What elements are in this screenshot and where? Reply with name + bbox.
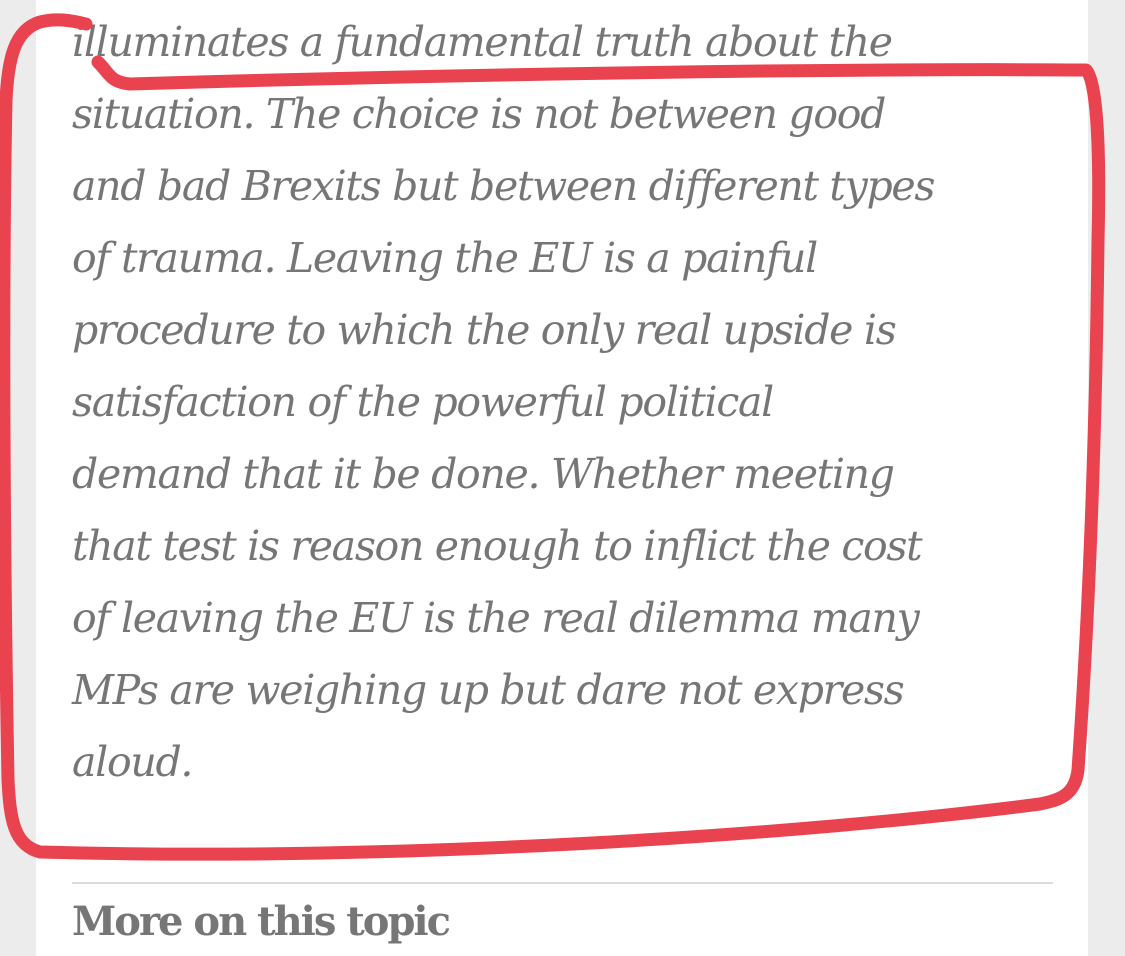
section-divider — [72, 882, 1053, 884]
quote-line: procedure to which the only real upside … — [72, 306, 897, 354]
quote-line: satisfaction of the powerful political — [72, 378, 774, 426]
more-on-this-topic-heading: More on this topic — [72, 898, 451, 945]
quote-line: and bad Brexits but between different ty… — [72, 162, 935, 210]
quote-line: of leaving the EU is the real dilemma ma… — [72, 594, 920, 642]
quote-line: that test is reason enough to inflict th… — [72, 522, 923, 570]
quote-line: aloud. — [72, 738, 193, 786]
quote-line: illuminates a fundamental truth about th… — [72, 18, 893, 66]
quote-line: MPs are weighing up but dare not express — [72, 666, 905, 714]
quote-line: demand that it be done. Whether meeting — [72, 450, 895, 498]
pull-quote: illuminates a fundamental truth about th… — [72, 6, 1062, 798]
quote-line: situation. The choice is not between goo… — [72, 90, 886, 138]
quote-line: of trauma. Leaving the EU is a painful — [72, 234, 818, 282]
